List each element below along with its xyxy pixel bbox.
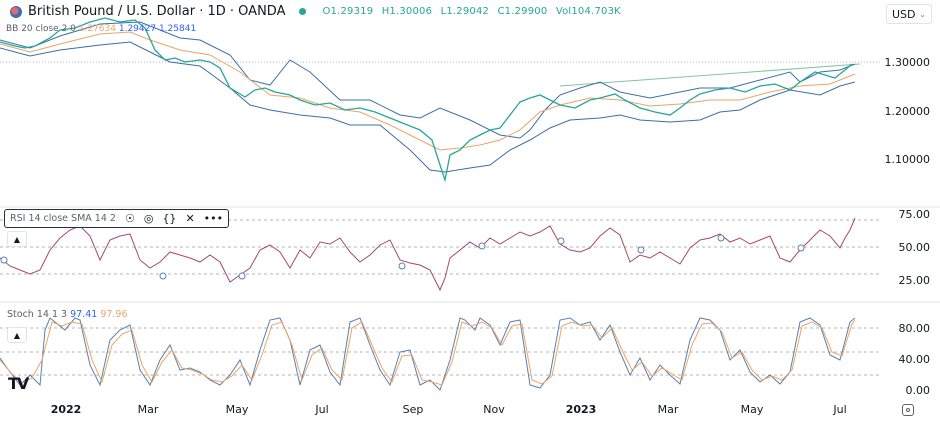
time-tick: Nov [483,403,505,416]
chevron-up-icon: ▲ [13,234,21,244]
rsi-label: RSI 14 close SMA 14 2 [10,213,116,224]
source-code-icon[interactable]: {} [162,212,177,225]
flag-icon [10,5,22,18]
bb-basis-value: 1.27634 [78,24,116,34]
chart-settings-icon[interactable] [902,404,914,416]
chevron-down-icon: ⌄ [919,9,926,19]
open-value: O1.29319 [322,6,374,17]
chevron-up-icon: ▲ [13,330,21,340]
rsi-tick-3: 25.00 [898,274,931,287]
stoch-collapse-button[interactable]: ▲ [7,327,27,343]
rsi-tick-2: 50.00 [898,241,931,254]
currency-label: USD [892,7,916,21]
stoch-k-value: 97.41 [70,309,98,320]
volume-value: Vol104.703K [555,6,621,17]
eye-icon[interactable]: ☉ [124,212,135,225]
currency-select[interactable]: USD ⌄ [886,4,932,24]
more-icon[interactable]: ••• [203,212,224,225]
bb-lower-value: 1.25841 [158,24,197,34]
tradingview-logo[interactable]: TV [8,374,29,393]
rsi-legend[interactable]: RSI 14 close SMA 14 2 ☉ ◎ {} ✕ ••• [4,209,230,228]
chart-header: British Pound / U.S. Dollar · 1D · OANDA… [10,4,626,19]
price-tick-1: 1.30000 [884,56,931,69]
time-tick: 2023 [565,403,597,416]
stoch-tick-3: 0.00 [905,384,931,397]
bb-label: BB 20 close 2 0 [6,24,76,34]
stoch-tick-2: 40.00 [898,353,931,366]
time-tick: Mar [137,403,159,416]
market-status-dot [299,8,307,15]
time-tick: Jul [315,403,329,416]
close-value: C1.29900 [497,6,548,17]
settings-icon[interactable]: ◎ [143,212,154,225]
time-tick: Jul [833,403,847,416]
bb-legend[interactable]: BB 20 close 2 0 1.27634 1.29427 1.25841 [6,24,196,34]
rsi-tick-1: 75.00 [898,208,931,221]
ohlc-values: O1.29319 H1.30006 L1.29042 C1.29900 Vol1… [322,6,625,17]
rsi-collapse-button[interactable]: ▲ [7,231,27,247]
price-tick-2: 1.20000 [884,105,931,118]
stoch-label: Stoch 14 1 3 [7,309,68,320]
low-value: L1.29042 [440,6,490,17]
bb-upper-value: 1.29427 [118,24,157,34]
symbol-title[interactable]: British Pound / U.S. Dollar · 1D · OANDA [28,4,286,19]
stoch-tick-1: 80.00 [898,322,931,335]
time-tick: May [740,403,764,416]
time-tick: Mar [657,403,679,416]
time-tick: Sep [402,403,424,416]
price-tick-3: 1.10000 [884,153,931,166]
high-value: H1.30006 [381,6,433,17]
close-icon[interactable]: ✕ [185,212,195,225]
stoch-d-value: 97.96 [100,309,128,320]
time-tick: May [225,403,249,416]
time-tick: 2022 [50,403,82,416]
stoch-legend[interactable]: Stoch 14 1 3 97.41 97.96 [7,309,128,320]
